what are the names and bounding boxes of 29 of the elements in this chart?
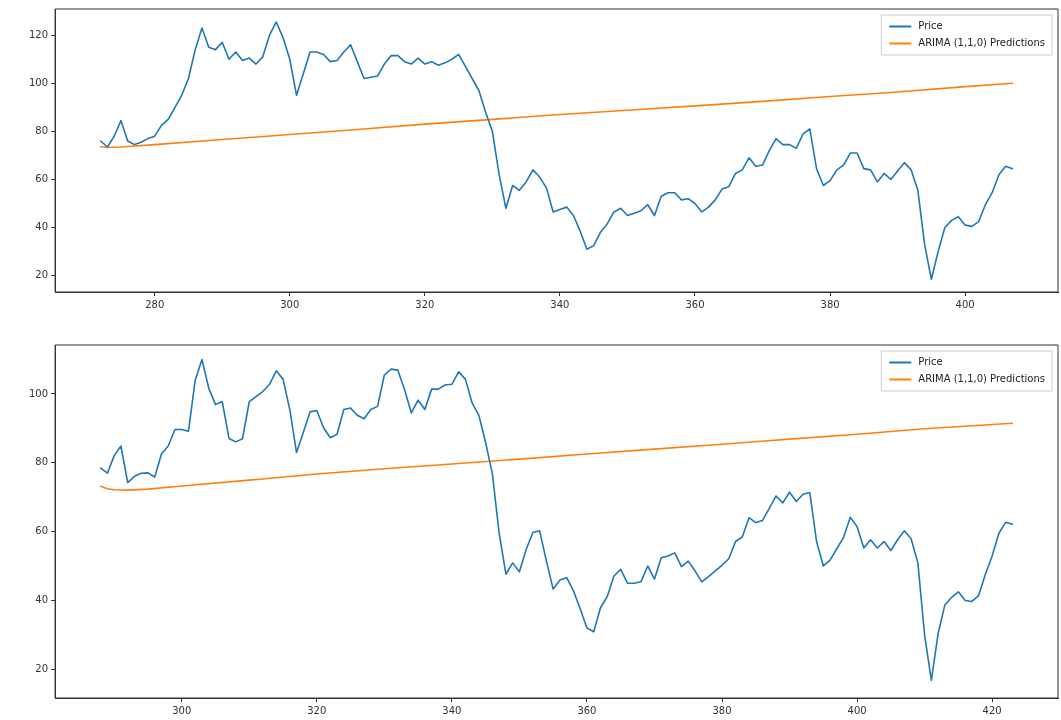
y-tick-label: 120 [28,28,49,40]
y-tick-label: 40 [35,221,49,233]
x-tick-label: 280 [145,298,165,310]
y-tick-label: 20 [35,663,49,675]
y-tick-label: 60 [35,525,49,537]
x-tick-label: 380 [712,704,732,716]
x-tick-label: 400 [847,704,867,716]
y-tick-label: 40 [35,594,49,606]
y-tick-label: 80 [35,456,49,468]
x-tick-label: 360 [685,298,705,310]
x-tick-label: 320 [415,298,435,310]
y-tick-label: 60 [35,173,49,185]
x-tick-label: 340 [442,704,462,716]
y-tick-label: 80 [35,124,49,136]
x-tick-label: 380 [820,298,840,310]
x-tick-label: 300 [280,298,300,310]
x-tick-label: 400 [955,298,975,310]
y-tick-label: 100 [28,76,49,88]
x-tick-label: 320 [307,704,327,716]
legend-label: ARIMA (1,1,0) Predictions [918,373,1045,385]
x-tick-label: 420 [982,704,1002,716]
y-tick-label: 20 [35,269,49,281]
legend-label: ARIMA (1,1,0) Predictions [918,37,1045,49]
legend-label: Price [918,356,943,368]
x-tick-label: 340 [550,298,570,310]
x-tick-label: 360 [577,704,597,716]
x-tick-label: 300 [172,704,192,716]
y-tick-label: 100 [28,387,49,399]
legend-label: Price [918,20,943,32]
